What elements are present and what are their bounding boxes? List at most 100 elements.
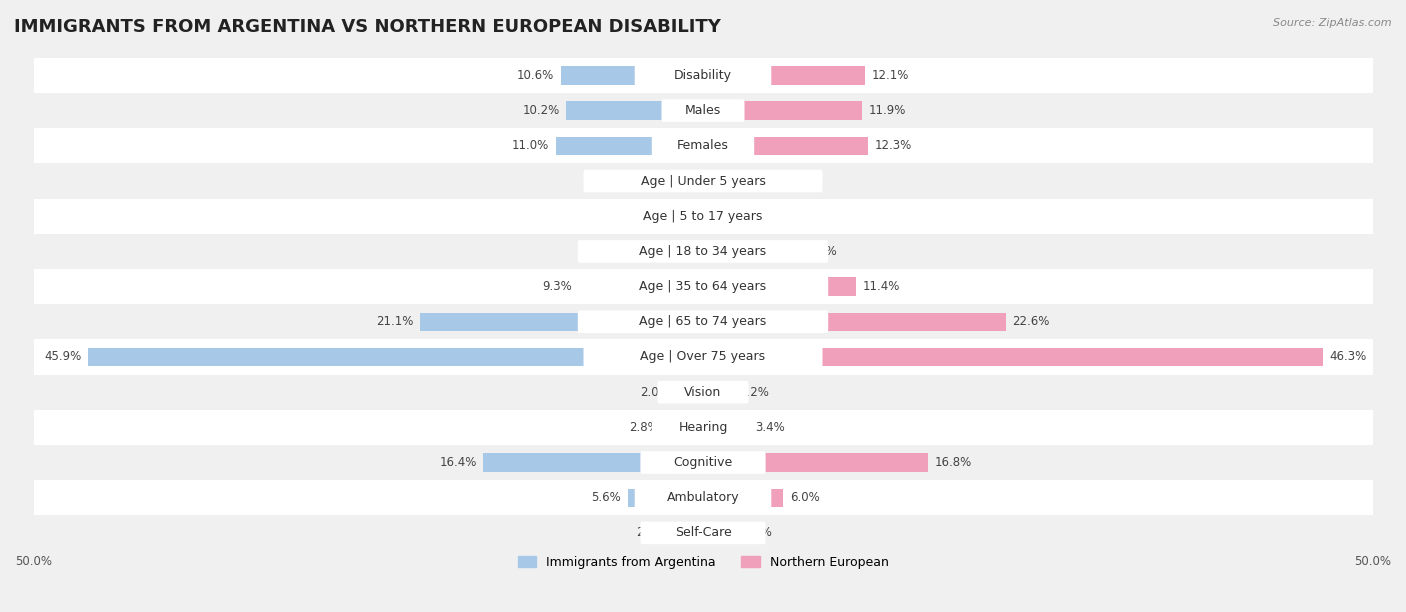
Bar [561, 66, 703, 84]
Bar [34, 58, 1372, 93]
Text: Age | Over 75 years: Age | Over 75 years [641, 351, 765, 364]
FancyBboxPatch shape [634, 487, 772, 509]
Text: 12.3%: 12.3% [875, 140, 911, 152]
Text: 21.1%: 21.1% [377, 315, 413, 328]
Text: 11.4%: 11.4% [862, 280, 900, 293]
Bar [34, 269, 1372, 304]
Bar [34, 375, 1372, 410]
Bar [636, 207, 703, 225]
Text: 45.9%: 45.9% [45, 351, 82, 364]
Text: Disability: Disability [673, 69, 733, 82]
Text: 11.9%: 11.9% [869, 104, 907, 117]
Bar [703, 207, 779, 225]
Text: 5.7%: 5.7% [786, 210, 815, 223]
Bar [703, 418, 748, 436]
Bar [484, 453, 703, 472]
Bar [703, 66, 865, 84]
Text: Self-Care: Self-Care [675, 526, 731, 539]
Text: 5.7%: 5.7% [591, 245, 620, 258]
Text: Age | Under 5 years: Age | Under 5 years [641, 174, 765, 187]
Bar [676, 383, 703, 401]
Bar [665, 418, 703, 436]
Bar [89, 348, 703, 366]
Bar [34, 199, 1372, 234]
FancyBboxPatch shape [583, 170, 823, 192]
Text: 2.2%: 2.2% [740, 386, 769, 398]
Text: Age | 18 to 34 years: Age | 18 to 34 years [640, 245, 766, 258]
FancyBboxPatch shape [583, 205, 823, 228]
FancyBboxPatch shape [640, 521, 766, 544]
FancyBboxPatch shape [583, 346, 823, 368]
Text: 2.0%: 2.0% [640, 386, 669, 398]
FancyBboxPatch shape [652, 416, 754, 439]
Text: 7.3%: 7.3% [807, 245, 837, 258]
Bar [672, 524, 703, 542]
Text: Source: ZipAtlas.com: Source: ZipAtlas.com [1274, 18, 1392, 28]
Bar [688, 172, 703, 190]
FancyBboxPatch shape [652, 135, 754, 157]
Text: 12.1%: 12.1% [872, 69, 910, 82]
Bar [420, 313, 703, 331]
Bar [34, 445, 1372, 480]
Text: 9.3%: 9.3% [543, 280, 572, 293]
FancyBboxPatch shape [578, 310, 828, 333]
Bar [555, 136, 703, 155]
Bar [703, 488, 783, 507]
FancyBboxPatch shape [578, 240, 828, 263]
Text: Cognitive: Cognitive [673, 456, 733, 469]
Text: Age | 5 to 17 years: Age | 5 to 17 years [644, 210, 762, 223]
Text: Males: Males [685, 104, 721, 117]
Bar [703, 348, 1323, 366]
Bar [578, 277, 703, 296]
Text: 46.3%: 46.3% [1330, 351, 1367, 364]
Bar [703, 453, 928, 472]
Bar [34, 163, 1372, 199]
Text: Vision: Vision [685, 386, 721, 398]
Bar [703, 136, 868, 155]
Bar [703, 383, 733, 401]
Text: 1.6%: 1.6% [731, 174, 761, 187]
Bar [34, 93, 1372, 129]
Text: Age | 35 to 64 years: Age | 35 to 64 years [640, 280, 766, 293]
Text: 22.6%: 22.6% [1012, 315, 1050, 328]
Text: 10.6%: 10.6% [517, 69, 554, 82]
Bar [34, 410, 1372, 445]
Bar [703, 102, 862, 120]
Text: 16.8%: 16.8% [935, 456, 972, 469]
FancyBboxPatch shape [634, 64, 772, 87]
FancyBboxPatch shape [658, 381, 748, 403]
Text: IMMIGRANTS FROM ARGENTINA VS NORTHERN EUROPEAN DISABILITY: IMMIGRANTS FROM ARGENTINA VS NORTHERN EU… [14, 18, 721, 36]
Text: 1.2%: 1.2% [651, 174, 681, 187]
Text: 2.4%: 2.4% [742, 526, 772, 539]
Text: Ambulatory: Ambulatory [666, 491, 740, 504]
Text: 6.0%: 6.0% [790, 491, 820, 504]
Bar [567, 102, 703, 120]
Bar [703, 172, 724, 190]
Text: Hearing: Hearing [678, 421, 728, 434]
Bar [703, 242, 801, 261]
FancyBboxPatch shape [661, 99, 745, 122]
Bar [703, 524, 735, 542]
Bar [627, 242, 703, 261]
Text: 5.0%: 5.0% [600, 210, 630, 223]
Bar [628, 488, 703, 507]
Bar [34, 340, 1372, 375]
FancyBboxPatch shape [640, 451, 766, 474]
FancyBboxPatch shape [578, 275, 828, 298]
Text: 2.8%: 2.8% [628, 421, 659, 434]
Bar [34, 515, 1372, 551]
Bar [34, 129, 1372, 163]
Legend: Immigrants from Argentina, Northern European: Immigrants from Argentina, Northern Euro… [513, 551, 893, 574]
Text: 10.2%: 10.2% [523, 104, 560, 117]
Text: 5.6%: 5.6% [592, 491, 621, 504]
Bar [703, 313, 1005, 331]
Text: Age | 65 to 74 years: Age | 65 to 74 years [640, 315, 766, 328]
Text: 16.4%: 16.4% [439, 456, 477, 469]
Bar [34, 234, 1372, 269]
Text: 3.4%: 3.4% [755, 421, 785, 434]
Text: 11.0%: 11.0% [512, 140, 548, 152]
Bar [703, 277, 856, 296]
Text: 2.3%: 2.3% [636, 526, 665, 539]
Text: Females: Females [678, 140, 728, 152]
Bar [34, 480, 1372, 515]
